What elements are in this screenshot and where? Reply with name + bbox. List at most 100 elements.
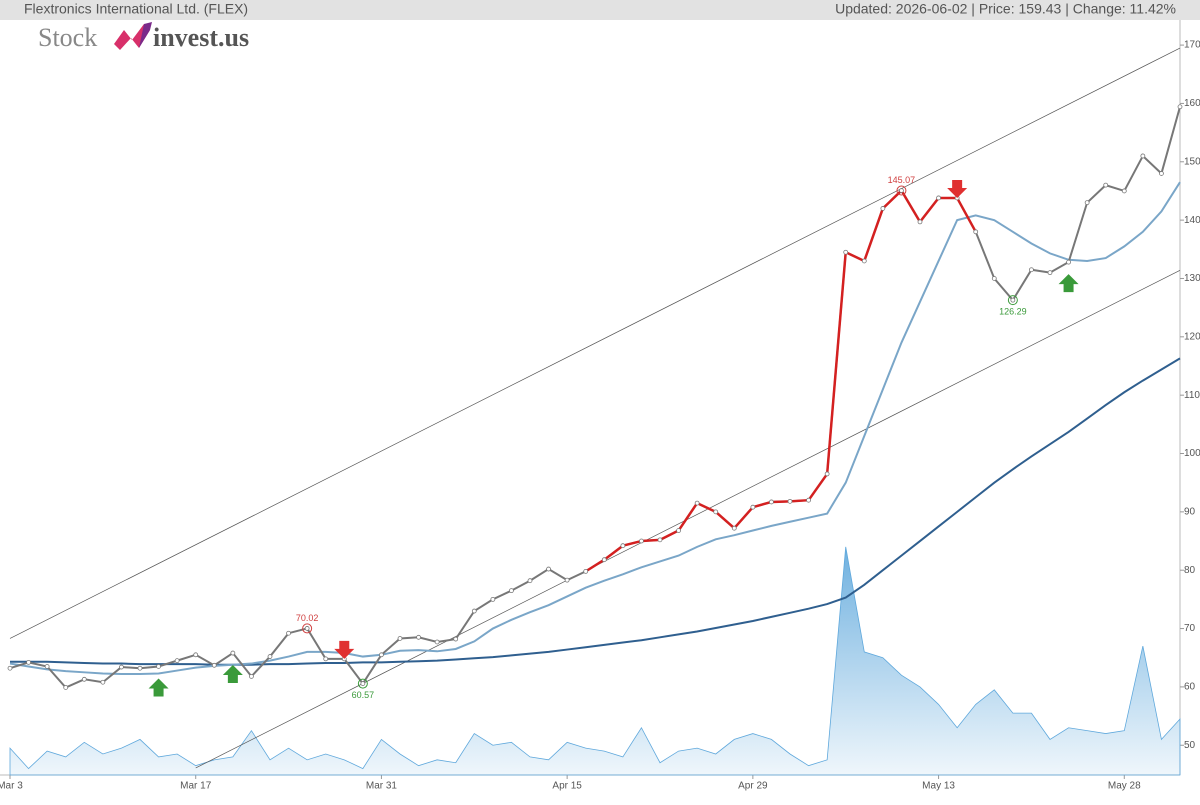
extreme-marker [1007,295,1018,306]
y-tick-label: 140 [1184,215,1200,226]
price-highlight [733,506,754,530]
price-point [991,276,997,281]
price-highlight [845,251,865,263]
price-point [1121,188,1127,194]
price-point [119,664,124,670]
price-line [9,106,1181,689]
moving-average [9,181,1181,676]
extreme-label: 60.57 [352,690,375,700]
price-point [769,499,774,505]
extreme-label: 145.07 [888,175,916,185]
price-point [434,639,440,645]
price-point [899,188,904,193]
x-tick-label: Mar 3 [0,781,23,792]
price-point [509,588,514,594]
price-point [193,652,199,658]
price-point [787,498,793,504]
buy-signal [148,678,169,697]
price-point [1029,267,1034,273]
y-tick-label: 160 [1184,98,1200,109]
price-highlight [641,538,661,543]
price-point [694,500,700,506]
price-point [1140,153,1146,159]
x-tick-label: May 13 [922,781,955,792]
price-point [490,596,496,602]
price-highlight [771,500,791,504]
extreme-marker [302,623,313,634]
y-tick-label: 170 [1184,40,1200,51]
extreme-marker [357,678,368,689]
buy-signal [1058,274,1079,293]
price-point [1066,259,1071,265]
y-tick-label: 110 [1184,390,1200,401]
sell-signal [334,640,355,659]
price-point [81,676,87,682]
price-point [750,504,756,510]
price-point [453,636,459,642]
y-tick-label: 90 [1184,506,1196,517]
logo-icon-accent [139,22,152,48]
header-bar [0,0,1200,20]
price-point [156,664,161,669]
price-point [174,658,180,664]
price-point [713,509,719,515]
logo-left: Stock [38,23,97,52]
price-highlight [900,189,922,223]
price-point [1084,200,1090,206]
x-tick-label: Mar 31 [366,781,398,792]
y-tick-label: 150 [1184,156,1200,167]
price-point [323,656,329,662]
price-point [26,659,31,665]
price-highlight [677,502,699,532]
x-tick-label: May 28 [1108,781,1141,792]
price-point [601,557,607,563]
price-highlight [622,539,642,547]
price-point [806,497,811,503]
price-highlight [807,473,829,501]
price-highlight [919,197,940,223]
price-point [639,538,644,544]
price-point [583,568,589,574]
price-point [917,219,923,225]
price-point [657,537,663,543]
sell-signal [947,179,968,198]
price-point [137,665,143,671]
header-status: Updated: 2026-06-02 | Price: 159.43 | Ch… [835,1,1176,17]
x-tick-label: Mar 17 [180,781,212,792]
extreme-marker [896,185,907,196]
y-tick-label: 130 [1184,273,1200,284]
price-point [1159,171,1164,176]
price-point [211,662,217,668]
price-point [1103,182,1109,188]
price-highlight [696,501,717,513]
price-point [620,543,626,549]
trend-line [195,269,1181,769]
price-point [564,577,570,583]
price-point [731,525,737,531]
price-point [379,652,384,658]
price-point [100,679,106,685]
price-highlight [585,558,605,573]
price-point [471,608,477,614]
header-title: Flextronics International Ltd. (FLEX) [24,1,248,17]
y-tick-label: 80 [1184,565,1196,576]
x-tick-label: Apr 15 [552,781,582,792]
price-point [843,249,849,255]
price-point [286,630,291,636]
x-tick-label: Apr 29 [738,781,768,792]
price-highlight [825,252,847,475]
price-point [63,685,69,690]
trend-line [9,47,1181,639]
price-point [7,665,13,671]
price-point [1177,104,1183,110]
price-point [546,566,551,572]
price-point [973,229,979,235]
price-point [1047,270,1053,276]
buy-signal [222,665,243,684]
logo-right: invest.us [153,23,249,52]
price-highlight [863,208,885,262]
price-point [936,195,941,201]
extreme-label: 126.29 [999,306,1027,316]
